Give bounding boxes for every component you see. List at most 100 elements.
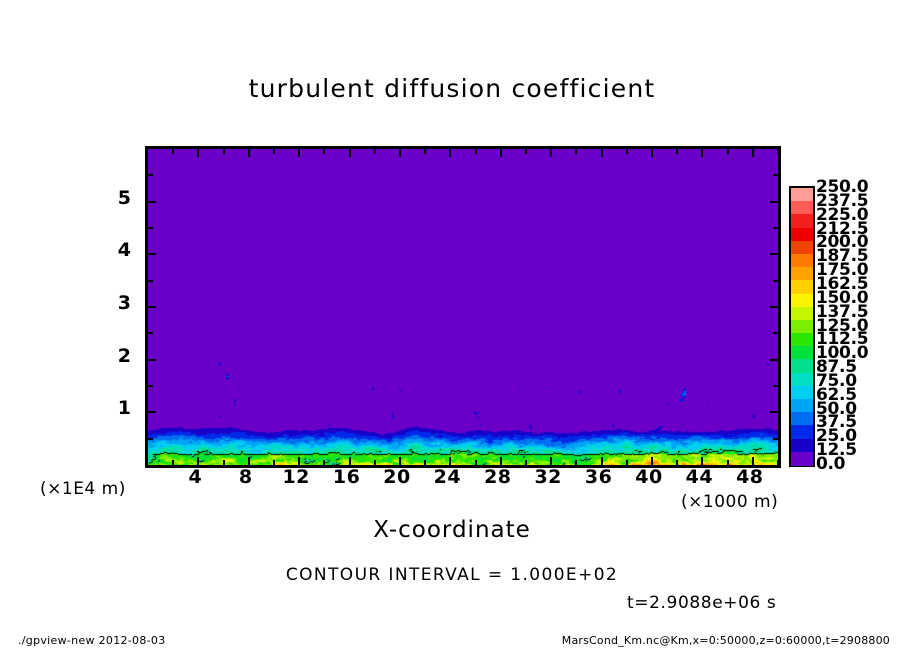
axis-tick [773, 174, 778, 177]
axis-tick [474, 460, 477, 465]
colorbar-tick-label: 137.5 [816, 301, 869, 322]
axis-tick [777, 460, 779, 465]
x-axis-tick-label: 44 [685, 466, 714, 488]
x-axis-tick-label: 8 [238, 466, 253, 488]
colorbar-band [791, 280, 813, 295]
colorbar-band [791, 412, 813, 427]
axis-tick [770, 411, 778, 414]
axis-tick [575, 149, 578, 154]
contour-interval-label: CONTOUR INTERVAL = 1.000E+02 [285, 565, 619, 585]
axis-tick [148, 332, 153, 335]
colorbar-band [791, 201, 813, 215]
axis-tick [625, 149, 628, 154]
colorbar-band [791, 253, 813, 268]
colorbar-tick-label: 212.5 [816, 218, 869, 239]
axis-tick [424, 149, 427, 154]
axis-tick [550, 149, 553, 157]
colorbar-band [791, 267, 813, 281]
colorbar-tick-label: 112.5 [816, 329, 869, 350]
axis-tick [172, 149, 175, 154]
axis-tick [148, 253, 156, 256]
axis-tick [222, 149, 225, 154]
colorbar-band [791, 359, 813, 374]
axis-tick [770, 306, 778, 308]
axis-tick [676, 460, 679, 465]
x-axis-tick-label: 16 [332, 466, 361, 488]
axis-tick [273, 149, 275, 154]
axis-tick [148, 385, 153, 387]
axis-tick [172, 460, 175, 465]
x-axis-tick-label: 12 [282, 466, 310, 488]
colorbar-band [791, 372, 813, 387]
colorbar-tick-label: 87.5 [816, 357, 857, 378]
axis-tick [773, 279, 778, 282]
axis-tick [222, 460, 225, 465]
axis-tick [499, 457, 502, 465]
axis-tick [148, 200, 156, 203]
axis-tick [373, 460, 376, 465]
x-axis-tick-label: 40 [635, 466, 663, 488]
colorbar-tick-label: 175.0 [816, 260, 869, 281]
axis-tick [449, 457, 452, 465]
x-axis-tick-label: 28 [484, 466, 512, 488]
colorbar-band [791, 188, 813, 202]
z-axis-tick-label: 3 [117, 292, 131, 314]
colorbar-tick-label: 162.5 [816, 273, 869, 294]
axis-tick [773, 385, 778, 387]
axis-tick [600, 457, 603, 465]
axis-tick [197, 149, 200, 157]
colorbar-band [791, 240, 813, 255]
x-axis-unit-label: (×1000 m) [681, 492, 779, 512]
axis-tick [474, 149, 477, 154]
colorbar-band [791, 438, 813, 453]
colorbar-band [791, 293, 813, 308]
axis-tick [148, 411, 156, 414]
axis-tick [701, 457, 704, 465]
z-axis-tick-label: 1 [117, 397, 131, 420]
footer-command-label: ./gpview-new 2012-08-03 [18, 634, 166, 647]
axis-tick [600, 149, 603, 157]
colorbar[interactable] [789, 186, 815, 467]
axis-tick [651, 457, 653, 465]
colorbar-tick-label: 25.0 [816, 426, 857, 447]
axis-tick [676, 149, 679, 154]
colorbar-tick-label: 225.0 [816, 204, 869, 225]
contour-plot-area[interactable] [145, 146, 781, 468]
axis-tick [773, 227, 778, 229]
axis-tick [770, 253, 778, 256]
colorbar-band [791, 214, 813, 229]
axis-tick [247, 149, 250, 157]
colorbar-band [791, 385, 813, 400]
x-axis-tick-label: 20 [383, 466, 411, 488]
axis-tick [348, 149, 351, 157]
colorbar-tick-label: 75.0 [816, 370, 857, 391]
axis-tick [773, 437, 778, 440]
axis-tick [148, 306, 156, 308]
x-axis-tick-label: 32 [534, 466, 562, 488]
colorbar-band [791, 425, 813, 440]
axis-tick [424, 460, 427, 465]
axis-tick [701, 149, 704, 157]
colorbar-tick-label: 125.0 [816, 315, 869, 336]
z-axis-tick-label: 2 [117, 344, 131, 367]
axis-tick [726, 460, 729, 465]
x-axis-tick-label: 36 [584, 466, 613, 488]
x-axis-title: X-coordinate [373, 517, 531, 543]
colorbar-band [791, 451, 813, 466]
axis-tick [148, 358, 156, 361]
z-axis-unit-label: (×1E4 m) [40, 479, 126, 499]
axis-tick [773, 332, 778, 335]
axis-tick [525, 460, 527, 465]
colorbar-tick-label: 37.5 [816, 412, 857, 433]
axis-tick [323, 460, 326, 465]
time-stamp-label: t=2.9088e+06 s [627, 593, 777, 613]
colorbar-tick-label: 100.0 [816, 343, 869, 364]
axis-tick [726, 149, 729, 154]
colorbar-tick-label: 200.0 [816, 232, 869, 253]
colorbar-tick-label: 0.0 [816, 454, 846, 474]
axis-tick [770, 200, 778, 203]
axis-tick [449, 149, 452, 157]
axis-tick [499, 149, 502, 157]
colorbar-tick-label: 187.5 [816, 246, 869, 267]
